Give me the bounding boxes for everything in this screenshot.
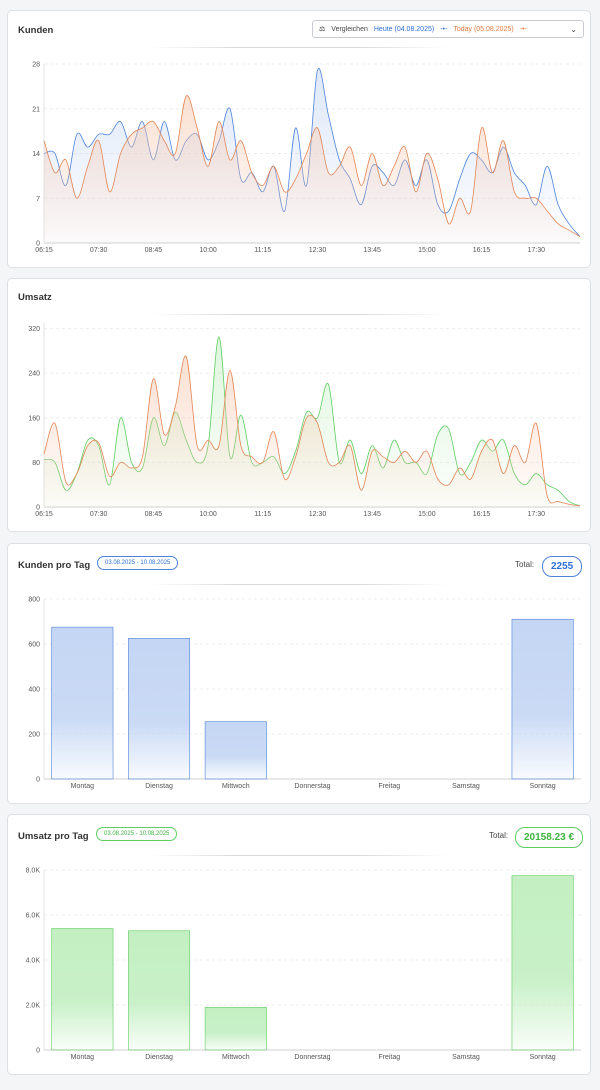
bar-dienstag[interactable] xyxy=(128,638,191,780)
kunden-pro-tag-card: Kunden pro Tag 03.08.2025 - 10.08.2025 T… xyxy=(7,543,591,804)
x-tick-label: Samstag xyxy=(452,1054,480,1061)
legend-blue-marker-icon: -•- xyxy=(440,25,448,33)
bar-montag[interactable] xyxy=(51,626,114,780)
y-tick-label: 160 xyxy=(28,415,40,422)
x-tick-label: Donnerstag xyxy=(294,783,330,790)
x-tick-label: 16:15 xyxy=(473,511,491,518)
legend-orange-marker-icon: -•- xyxy=(519,25,527,33)
x-tick-label: 13:45 xyxy=(363,511,381,518)
series-area-1 xyxy=(44,95,580,244)
y-tick-label: 320 xyxy=(28,326,40,333)
x-tick-label: Mittwoch xyxy=(222,1054,250,1061)
x-tick-label: Donnerstag xyxy=(294,1054,330,1061)
x-tick-label: Montag xyxy=(71,1054,94,1061)
compare-label: Vergleichen xyxy=(331,25,368,33)
y-tick-label: 0 xyxy=(36,1048,40,1055)
umsatz-divider xyxy=(148,314,448,315)
bar-sonntag[interactable] xyxy=(511,618,574,780)
x-tick-label: Dienstag xyxy=(145,1054,173,1061)
x-tick-label: 07:30 xyxy=(90,247,108,254)
compare-today-label: Heute (04.08.2025) xyxy=(373,25,435,33)
series-line-1 xyxy=(43,355,581,507)
umsatz-total-value: 20158.23 € xyxy=(515,827,584,848)
kunden-date-range-badge[interactable]: 03.08.2025 - 10.08.2025 xyxy=(97,556,179,570)
kunden-card: Kunden ⚖ Vergleichen Heute (04.08.2025) … xyxy=(7,10,591,268)
y-tick-label: 0 xyxy=(36,777,40,784)
kunden-total-value: 2255 xyxy=(542,556,583,577)
x-tick-label: 13:45 xyxy=(363,247,381,254)
x-tick-label: Mittwoch xyxy=(222,783,250,790)
x-tick-label: 17:30 xyxy=(527,511,545,518)
y-tick-label: 6.0K xyxy=(26,913,41,920)
x-tick-label: Samstag xyxy=(452,783,480,790)
kunden-pro-tag-chart: 0 200 400 600 800 Montag Dienstag Mittwoch Donne… xyxy=(28,597,581,790)
umsatz-pro-tag-card: Umsatz pro Tag 03.08.2025 - 10.08.2025 T… xyxy=(7,814,591,1075)
umsatz-chart: 0 80 160 240 320 06:15 07:30 08:45 10:00 11:15 12:… xyxy=(28,323,581,518)
kunden-chart: 0 7 14 21 28 06:15 07:30 08:45 10:00 11:15 12:30 13… xyxy=(32,62,581,254)
x-tick-label: Sonntag xyxy=(530,783,556,790)
y-tick-label: 28 xyxy=(32,62,40,69)
umsatz-total-label: Total: xyxy=(489,831,509,840)
x-tick-label: 12:30 xyxy=(309,511,327,518)
scale-icon: ⚖ xyxy=(319,26,326,33)
x-tick-label: 07:30 xyxy=(90,511,108,518)
kunden-pro-tag-divider xyxy=(148,584,448,585)
x-tick-label: 08:45 xyxy=(145,511,163,518)
y-tick-label: 0 xyxy=(36,505,40,512)
y-tick-label: 0 xyxy=(36,241,40,248)
y-tick-label: 200 xyxy=(28,732,40,739)
series-line-1 xyxy=(43,95,581,237)
bar-sonntag[interactable] xyxy=(511,875,574,1051)
x-tick-label: 15:00 xyxy=(418,511,436,518)
umsatz-pro-tag-title: Umsatz pro Tag xyxy=(18,831,89,842)
umsatz-date-range-badge[interactable]: 03.08.2025 - 10.08.2025 xyxy=(96,827,178,841)
y-tick-label: 600 xyxy=(28,642,40,649)
y-tick-label: 21 xyxy=(32,106,40,113)
x-tick-label: 10:00 xyxy=(199,247,217,254)
compare-previous-label: Today (05.08.2025) xyxy=(453,25,514,33)
chevron-down-icon: ⌄ xyxy=(570,24,577,34)
y-tick-label: 8.0K xyxy=(26,868,41,875)
x-tick-label: 16:15 xyxy=(473,247,491,254)
kunden-divider xyxy=(148,47,448,48)
y-tick-label: 2.0K xyxy=(26,1003,41,1010)
x-tick-label: Freitag xyxy=(378,783,400,790)
y-tick-label: 4.0K xyxy=(26,958,41,965)
bar-mittwoch[interactable] xyxy=(204,1006,267,1051)
kunden-title: Kunden xyxy=(18,25,54,36)
x-tick-label: Dienstag xyxy=(145,783,173,790)
y-tick-label: 240 xyxy=(28,371,40,378)
umsatz-pro-tag-divider xyxy=(148,855,448,856)
x-tick-label: Freitag xyxy=(378,1054,400,1061)
x-tick-label: Montag xyxy=(71,783,94,790)
x-tick-label: 08:45 xyxy=(145,247,163,254)
bar-montag[interactable] xyxy=(51,928,114,1051)
umsatz-pro-tag-chart: 0 2.0K 4.0K 6.0K 8.0K Montag Dienstag Mittwoch D… xyxy=(26,868,581,1061)
y-tick-label: 7 xyxy=(36,196,40,203)
x-tick-label: 10:00 xyxy=(199,511,217,518)
x-tick-label: 12:30 xyxy=(309,247,327,254)
y-tick-label: 400 xyxy=(28,687,40,694)
y-tick-label: 14 xyxy=(32,151,40,158)
y-tick-label: 80 xyxy=(32,460,40,467)
bar-dienstag[interactable] xyxy=(128,930,191,1051)
x-tick-label: 06:15 xyxy=(35,511,53,518)
x-tick-label: 17:30 xyxy=(527,247,545,254)
x-tick-label: 11:15 xyxy=(254,511,271,518)
kunden-total-label: Total: xyxy=(515,560,535,569)
x-tick-label: 11:15 xyxy=(254,247,271,254)
compare-dropdown[interactable]: ⚖ Vergleichen Heute (04.08.2025) -•- Tod… xyxy=(312,20,584,38)
umsatz-title: Umsatz xyxy=(18,292,52,303)
x-tick-label: 15:00 xyxy=(418,247,436,254)
x-tick-label: Sonntag xyxy=(530,1054,556,1061)
kunden-pro-tag-title: Kunden pro Tag xyxy=(18,560,91,571)
y-tick-label: 800 xyxy=(28,597,40,604)
x-tick-label: 06:15 xyxy=(35,247,53,254)
bar-mittwoch[interactable] xyxy=(204,721,267,780)
umsatz-card: Umsatz 0 80 160 240 320 06:15 07:30 08:45 10:00 1… xyxy=(7,278,591,532)
